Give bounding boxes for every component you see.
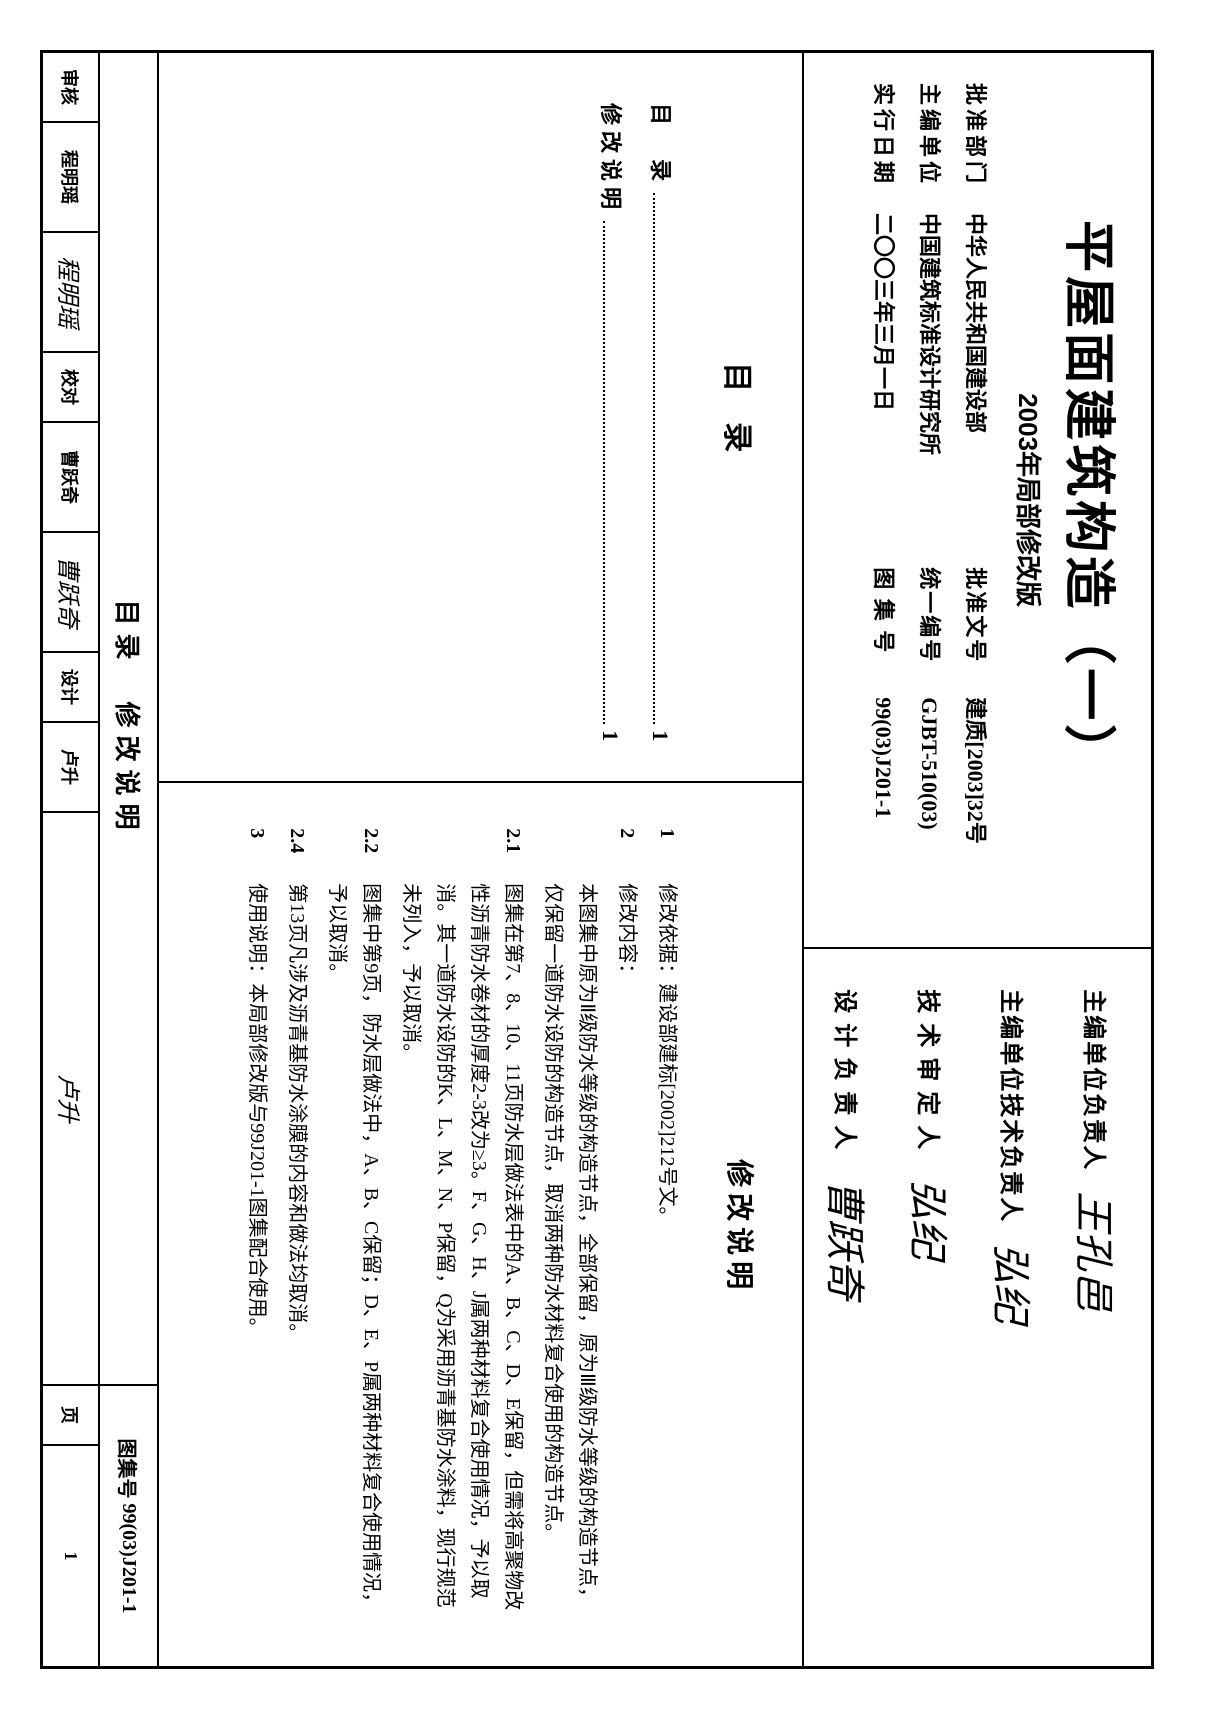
unified-no-value: GJBT-510(03) <box>916 697 942 917</box>
footer-cell-review-sig: 程明瑶 <box>43 233 98 353</box>
signature-row: 主编单位技术负责人 弘纪 <box>985 989 1043 1631</box>
toc-panel: 目录 目 录 1 修改说明 1 <box>159 53 802 783</box>
header-left: 平屋面建筑构造（一） 2003年局部修改版 批准部门 中华人民共和国建设部 批准… <box>804 53 1151 949</box>
sig-label-chief: 主编单位负责人 <box>1080 989 1115 1171</box>
toc-item-page: 1 <box>647 730 673 741</box>
sig-name-designer: 曹跃奇 <box>819 1159 877 1631</box>
header-section: 平屋面建筑构造（一） 2003年局部修改版 批准部门 中华人民共和国建设部 批准… <box>802 53 1151 1666</box>
toc-line: 修改说明 1 <box>596 103 628 741</box>
toc-item-label: 修改说明 <box>596 103 628 215</box>
unified-no-label: 统一编号 <box>915 567 947 697</box>
editor-org-value: 中国建筑标准设计研究所 <box>915 213 947 567</box>
toc-dots <box>653 193 655 724</box>
footer-cell-design-name: 卢升 <box>43 723 98 813</box>
toc-item-page: 1 <box>597 730 623 741</box>
toc-title: 目录 <box>718 103 762 741</box>
approval-dept-label: 批准部门 <box>961 83 993 213</box>
footer-bottom-row: 审核 程明瑶 程明瑶 校对 曹跃奇 曹跃奇 设计 卢升 卢升 页 1 <box>43 53 98 1666</box>
sig-name-tech: 弘纪 <box>985 1223 1043 1631</box>
revision-text: 修改依据：建设部建标[2002]212号文。 <box>650 883 684 1626</box>
effective-date-value: 二〇〇三年三月一日 <box>869 213 901 567</box>
revision-text: 第13页凡涉及沥青基防水涂膜的内容和做法均取消。 <box>280 883 314 1626</box>
sig-label-tech: 主编单位技术负责人 <box>997 989 1032 1223</box>
footer-cell-design-sig: 卢升 <box>43 813 98 1386</box>
footer-cell-review-label: 审核 <box>43 53 98 123</box>
revision-text: 图集在第7、8、10、11页防水层做法表中的A、B、C、D、E保留，但需将高聚物… <box>394 883 530 1626</box>
footer-cell-check-label: 校对 <box>43 353 98 423</box>
footer-page-value: 1 <box>43 1446 98 1666</box>
revision-num: 3 <box>240 828 274 883</box>
sub-title: 2003年局部修改版 <box>1011 83 1048 917</box>
footer-cell-check-name: 曹跃奇 <box>43 423 98 533</box>
footer-top-row: 目录 修改说明 图集号 99(03)J201-1 <box>98 53 157 1666</box>
revision-num: 2.2 <box>320 828 388 883</box>
footer-cell-check-sig: 曹跃奇 <box>43 533 98 653</box>
footer-code-cell: 图集号 99(03)J201-1 <box>100 1386 157 1666</box>
revision-item: 3 使用说明：本局部修改版与99J201-1图集配合使用。 <box>240 828 274 1626</box>
revision-text: 修改内容： <box>610 883 644 1626</box>
footer-code-label: 图集号 <box>114 1439 143 1499</box>
revision-panel: 修改说明 1 修改依据：建设部建标[2002]212号文。 2 修改内容： 本图… <box>159 783 802 1666</box>
editor-org-label: 主编单位 <box>915 83 947 213</box>
approval-doc-value: 建质[2003]32号 <box>961 697 993 917</box>
revision-item: 2.4 第13页凡涉及沥青基防水涂膜的内容和做法均取消。 <box>280 828 314 1626</box>
sig-label-reviewer: 技术审定人 <box>914 989 949 1159</box>
header-row: 实行日期 二〇〇三年三月一日 图 集 号 99(03)J201-1 <box>869 83 901 917</box>
footer-cell-review-name: 程明瑶 <box>43 123 98 233</box>
header-right-signatures: 主编单位负责人 王孔邑 主编单位技术负责人 弘纪 技术审定人 弘纪 设计负责人 … <box>804 949 1151 1666</box>
revision-item: 2 修改内容： <box>610 828 644 1626</box>
page-landscape: 平屋面建筑构造（一） 2003年局部修改版 批准部门 中华人民共和国建设部 批准… <box>0 0 1214 1719</box>
revision-num: 2.1 <box>394 828 530 883</box>
revision-num: 2 <box>610 828 644 883</box>
document-frame: 平屋面建筑构造（一） 2003年局部修改版 批准部门 中华人民共和国建设部 批准… <box>40 50 1154 1669</box>
toc-item-label: 目 录 <box>646 103 678 187</box>
footer-cell-design-label: 设计 <box>43 653 98 723</box>
revision-text-cont: 本图集中原为Ⅱ级防水等级的构造节点，全部保留，原为Ⅲ级防水等级的构造节点，仅保留… <box>536 828 604 1626</box>
sig-name-reviewer: 弘纪 <box>902 1159 960 1631</box>
footer-title: 目录 修改说明 <box>100 53 157 1386</box>
revision-item: 1 修改依据：建设部建标[2002]212号文。 <box>650 828 684 1626</box>
toc-dots <box>603 221 605 724</box>
main-title: 平屋面建筑构造（一） <box>1056 83 1131 917</box>
signature-row: 设计负责人 曹跃奇 <box>819 989 877 1631</box>
footer-page-label: 页 <box>43 1386 98 1446</box>
body-section: 目录 目 录 1 修改说明 1 修改说明 1 修改依据：建设部建标[2002]2… <box>159 53 802 1666</box>
header-row: 主编单位 中国建筑标准设计研究所 统一编号 GJBT-510(03) <box>915 83 947 917</box>
atlas-no-label: 图 集 号 <box>869 567 901 697</box>
footer-section: 目录 修改说明 图集号 99(03)J201-1 审核 程明瑶 程明瑶 校对 曹… <box>43 53 159 1666</box>
revision-item: 2.2 图集中第9页，防水层做法中，A、B、C保留；D、E、P属两种材料复合使用… <box>320 828 388 1626</box>
revision-title: 修改说明 <box>714 828 762 1626</box>
approval-dept-value: 中华人民共和国建设部 <box>961 213 993 567</box>
header-row: 批准部门 中华人民共和国建设部 批准文号 建质[2003]32号 <box>961 83 993 917</box>
revision-text: 使用说明：本局部修改版与99J201-1图集配合使用。 <box>240 883 274 1626</box>
revision-text: 图集中第9页，防水层做法中，A、B、C保留；D、E、P属两种材料复合使用情况，予… <box>320 883 388 1626</box>
revision-item: 2.1 图集在第7、8、10、11页防水层做法表中的A、B、C、D、E保留，但需… <box>394 828 530 1626</box>
sig-name-chief: 王孔邑 <box>1068 1171 1126 1631</box>
signature-row: 主编单位负责人 王孔邑 <box>1068 989 1126 1631</box>
effective-date-label: 实行日期 <box>869 83 901 213</box>
atlas-no-value: 99(03)J201-1 <box>870 697 896 917</box>
header-info-rows: 批准部门 中华人民共和国建设部 批准文号 建质[2003]32号 主编单位 中国… <box>869 83 993 917</box>
approval-doc-label: 批准文号 <box>961 567 993 697</box>
revision-num: 2.4 <box>280 828 314 883</box>
revision-num: 1 <box>650 828 684 883</box>
toc-line: 目 录 1 <box>646 103 678 741</box>
signature-row: 技术审定人 弘纪 <box>902 989 960 1631</box>
sig-label-designer: 设计负责人 <box>831 989 866 1159</box>
footer-code-value: 99(03)J201-1 <box>117 1504 140 1614</box>
